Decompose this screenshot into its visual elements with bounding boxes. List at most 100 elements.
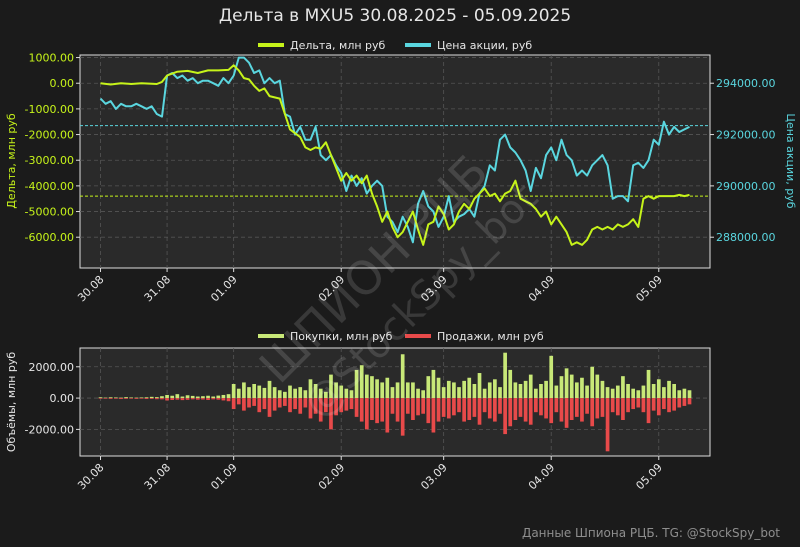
buy-bar (385, 377, 390, 399)
buy-bar (216, 395, 221, 399)
chart-title: Дельта в MXU5 30.08.2025 - 05.09.2025 (219, 6, 571, 26)
price-line (99, 56, 690, 244)
buy-bar (615, 385, 620, 399)
buy-bar (544, 380, 548, 399)
sell-bar (687, 398, 692, 405)
price-right-tick-label: 294000.00 (716, 77, 776, 90)
sell-bar (580, 398, 584, 422)
buy-bar (667, 380, 671, 399)
sell-bar (370, 398, 374, 420)
sell-bar (185, 398, 190, 400)
sell-bar (252, 398, 256, 406)
buy-bar (267, 380, 272, 399)
sell-bar (119, 398, 123, 400)
buy-bar (631, 388, 636, 399)
buy-bar (329, 374, 333, 399)
buy-bar (411, 382, 415, 399)
sell-bar (503, 398, 507, 435)
buy-bar (149, 396, 154, 399)
buy-bar (293, 388, 297, 399)
sell-bar (508, 398, 513, 427)
sell-bar (195, 398, 200, 400)
buy-bar (288, 385, 292, 399)
buy-bar (513, 382, 518, 399)
sell-bar (344, 398, 349, 411)
sell-bar (554, 398, 559, 413)
buy-bar (124, 397, 128, 399)
buy-bar (364, 374, 369, 399)
buy-bar (344, 388, 349, 399)
sell-bar (267, 398, 272, 417)
buy-bar (574, 382, 579, 399)
buy-bar (554, 385, 559, 399)
buy-bar (349, 390, 354, 399)
sell-bar (108, 398, 113, 399)
sell-bar (446, 398, 451, 419)
buy-bar (247, 387, 251, 399)
sell-bar (283, 398, 287, 406)
sell-bar (513, 398, 518, 420)
sell-bar (354, 398, 359, 417)
buy-bar (242, 382, 246, 399)
sell-bar (144, 398, 149, 400)
buy-bar (503, 352, 507, 399)
sell-bar (231, 398, 236, 410)
sell-bar (395, 398, 400, 422)
delta-left-axis-label: Дельта, млн руб (5, 113, 18, 209)
sell-bar (154, 398, 159, 400)
sell-bar (405, 398, 410, 414)
buy-bar (339, 385, 344, 399)
sell-bar (349, 398, 354, 410)
buy-bar (165, 394, 169, 399)
sell-bar (651, 398, 656, 411)
sell-bar (190, 398, 195, 400)
sell-bar (667, 398, 671, 413)
buy-bar (236, 388, 241, 399)
volume-y-tick-label: -2000.00 (25, 423, 74, 436)
sell-bar (124, 398, 128, 399)
buy-bar (108, 397, 113, 399)
sell-bar (236, 398, 241, 405)
sell-bar (129, 398, 134, 399)
buy-bar (221, 394, 226, 399)
buy-bar (518, 384, 523, 399)
sell-bar (544, 398, 548, 419)
sell-bar (641, 398, 646, 413)
delta-series-lines (99, 56, 690, 246)
buy-bar (190, 395, 195, 399)
sell-bar (114, 398, 118, 399)
sell-bar (257, 398, 262, 413)
sell-bar (416, 398, 420, 416)
buy-bar (452, 382, 456, 399)
sell-bar (677, 398, 682, 408)
sell-bar (329, 398, 333, 430)
buy-bar (595, 374, 600, 399)
sell-bar (262, 398, 267, 410)
buy-bar (334, 382, 338, 399)
sell-bar (98, 398, 103, 399)
sell-bar (452, 398, 456, 416)
sell-bar (523, 398, 528, 422)
sell-bar (534, 398, 538, 413)
buy-bar (262, 387, 267, 399)
sell-bar (559, 398, 564, 422)
buy-bar (354, 369, 359, 399)
sell-bar (411, 398, 415, 420)
price-right-tick-label: 290000.00 (716, 180, 776, 193)
sell-bar (615, 398, 620, 416)
buy-bar (395, 382, 400, 399)
buy-bar (636, 390, 641, 399)
buy-bar (139, 397, 144, 399)
buy-bar (201, 396, 205, 399)
sell-bar (569, 398, 574, 420)
sell-bar (324, 398, 328, 413)
buy-bar (580, 377, 584, 399)
sell-bar (595, 398, 600, 419)
buy-bar (682, 388, 687, 399)
buy-bar (687, 390, 692, 399)
volume-legend-label: Продажи, млн руб (437, 330, 544, 343)
buy-bar (605, 387, 610, 399)
sell-bar (139, 398, 144, 399)
buy-bar (308, 379, 313, 399)
buy-bar (472, 384, 477, 399)
